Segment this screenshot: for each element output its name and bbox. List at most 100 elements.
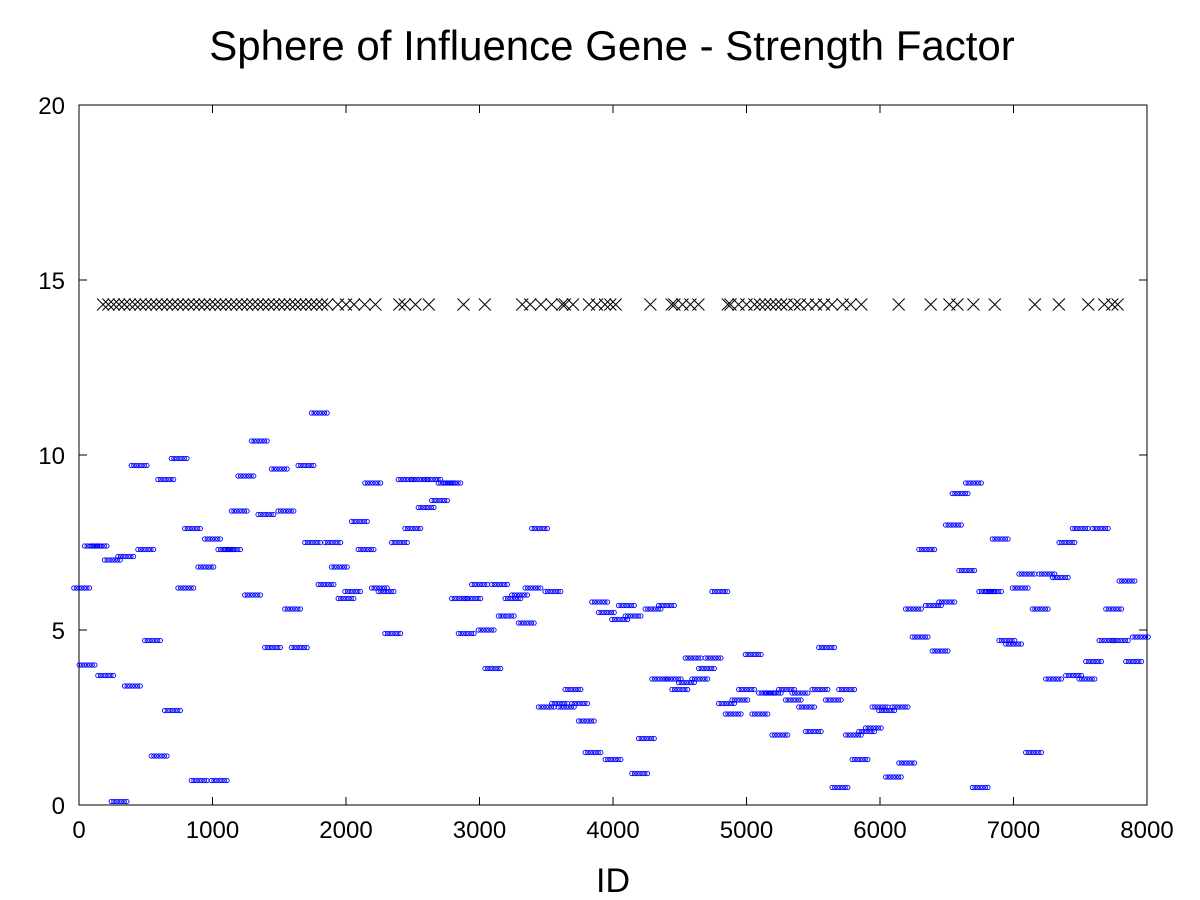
data-point-cluster [400,476,407,483]
data-point-cluster [112,557,118,563]
data-point-cluster [960,490,966,497]
data-point-cluster [671,602,677,609]
data-point-cluster [651,735,657,742]
data-point-cluster [595,609,602,616]
data-point-cluster [489,581,495,588]
data-point [463,630,469,637]
data-point-cluster [335,539,341,546]
data-point-cluster [361,518,368,525]
data-point-cluster [915,606,922,612]
data-point-cluster [555,588,561,595]
y-tick-label: 20 [38,93,65,120]
data-point [183,585,189,591]
data-point-cluster [856,728,862,735]
data-point-cluster [1060,574,1066,581]
data-point-cluster [561,704,567,710]
data-point [129,683,136,689]
data-point-cluster [688,679,695,686]
data-point-cluster [495,665,501,672]
data-point-cluster [935,602,942,609]
data-point-cluster [171,455,177,462]
data-point [370,480,376,486]
data-point [677,686,683,693]
data-point-cluster [594,599,600,605]
data-point-cluster [494,581,500,588]
data-point-cluster [994,536,1001,542]
data-point-cluster [76,585,82,591]
cross-point [644,298,657,311]
data-point-cluster [164,707,170,714]
data-point-cluster [132,683,138,689]
data-point-cluster [121,798,127,805]
data-point-cluster [140,546,146,553]
data-point-cluster [130,553,137,560]
cross-point [1105,298,1119,311]
data-point-cluster [125,553,131,560]
data-point-cluster [255,592,261,598]
data-point-cluster [324,410,330,416]
data-point-cluster [989,536,995,542]
data-point-cluster [628,602,635,609]
cross-point [128,298,142,311]
data-point-cluster [435,480,441,486]
data-point-cluster [253,438,260,444]
data-point-cluster [914,634,921,640]
data-point-cluster [698,665,704,672]
cross-point [758,298,772,311]
data-point-cluster [188,777,195,784]
data-point-cluster [338,595,344,602]
data-point-cluster [849,686,855,693]
cross-point [892,298,906,311]
data-point-cluster [1049,571,1055,577]
data-point-cluster [175,585,181,591]
data-point-cluster [653,606,659,612]
data-point-cluster [191,777,197,784]
axis-ticks: 0 1000 2000 3000 4000 5000 6000 7000 8000 0 5 10 15 2… [38,93,1173,844]
cross-point [753,298,767,311]
data-point-cluster [1115,637,1121,644]
data-point-cluster [651,676,658,682]
data-point [924,546,930,553]
data-point-cluster [969,567,975,574]
data-point [530,585,536,591]
data-point-cluster [486,627,492,633]
data-point-cluster [854,756,861,763]
data-point-cluster [1140,634,1146,640]
data-point [143,546,149,553]
data-point-cluster [882,774,889,780]
data-point-cluster [348,518,355,525]
data-point-cluster [749,686,755,693]
data-point-cluster [271,511,277,518]
data-point-cluster [933,602,939,609]
data-point-cluster [805,690,811,696]
data-point-cluster [851,686,858,693]
data-point-cluster [95,672,101,679]
data-point-cluster [942,648,948,654]
data-point-cluster [295,462,301,469]
data-point [403,476,409,483]
data-point-cluster [506,613,512,619]
data-point [123,553,129,560]
data-point-cluster [1045,676,1052,682]
cross-point [107,298,121,311]
data-point [476,581,483,588]
data-point-cluster [427,476,433,483]
data-point-cluster [408,476,415,483]
data-point-cluster [705,655,711,661]
data-point-cluster [464,595,471,602]
data-point-cluster [172,707,178,714]
data-point-cluster [1041,571,1047,577]
data-point-cluster [545,588,551,595]
data-point-cluster [406,476,412,483]
cross-point [160,298,174,311]
data-point-cluster [985,784,991,791]
data-point-cluster [911,760,918,766]
data-point-cluster [133,462,140,469]
cross-point [176,298,190,311]
data-point-cluster [522,592,528,598]
data-point-cluster [248,438,255,444]
data-point-cluster [141,462,147,469]
data-point-cluster [364,480,371,486]
data-point [169,707,176,714]
data-point-cluster [135,546,141,553]
